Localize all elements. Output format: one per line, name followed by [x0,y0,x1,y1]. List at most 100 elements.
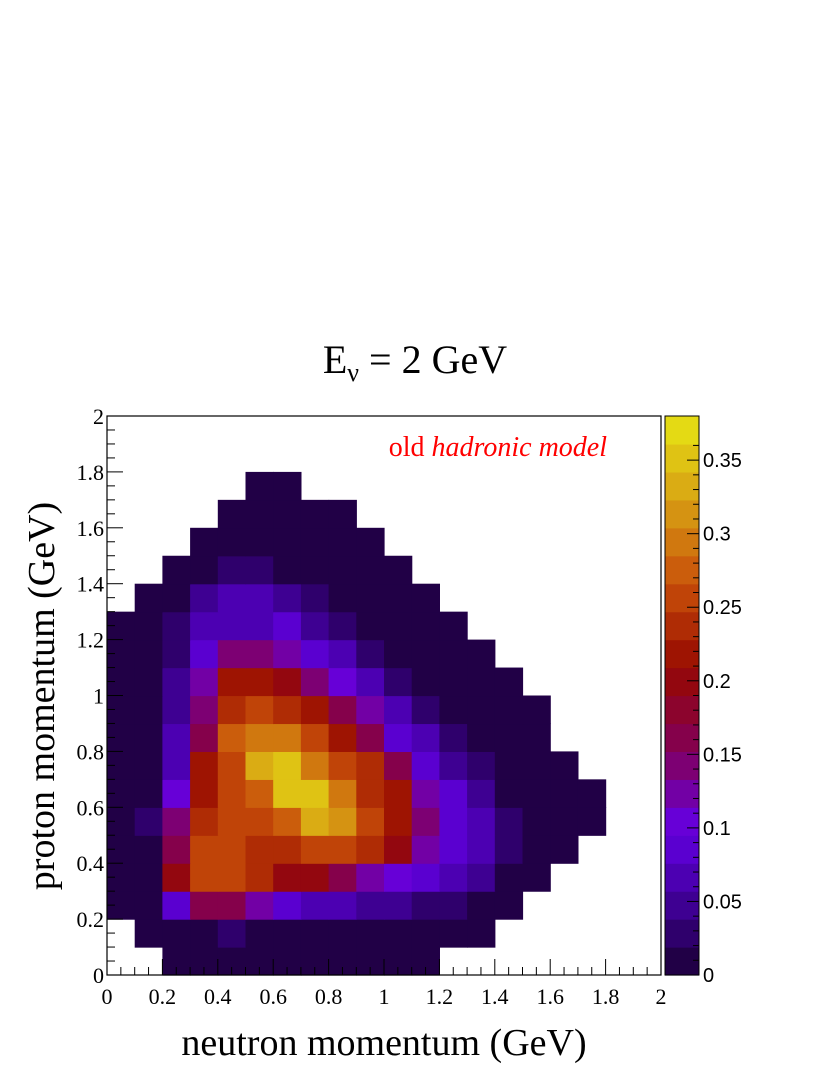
heatmap-bin [494,751,524,780]
heatmap-bin [217,611,247,641]
heatmap-bin [245,779,274,808]
heatmap-bin [245,471,274,501]
x-tick-label: 0.4 [204,984,232,1009]
colorbar-segment [665,527,699,557]
heatmap-bin [300,639,330,669]
heatmap-bin [328,667,357,697]
heatmap-bin [384,611,413,641]
colorbar-segment [665,751,699,780]
heatmap-bin [328,555,357,585]
heatmap-bin [550,779,579,808]
heatmap-bin [522,779,551,808]
colorbar-tick-label: 0.05 [703,891,742,913]
heatmap-bin [245,695,274,725]
heatmap-bin [356,667,385,697]
colorbar-segment [665,863,699,892]
heatmap-bin [356,639,385,669]
heatmap-bin [273,919,302,948]
heatmap-bin [245,667,274,697]
y-axis-title: proton momentum (GeV) [21,502,63,890]
x-tick-label: 0.8 [315,984,343,1009]
heatmap-bin [439,807,468,836]
colorbar-tick-label: 0.1 [703,818,731,840]
heatmap-bin [494,695,524,725]
heatmap-bin [245,807,274,836]
heatmap-bin [384,723,413,752]
heatmap-bin [328,863,357,892]
heatmap-bin [300,863,330,892]
heatmap-bin [190,639,219,669]
heatmap-bin [328,751,357,780]
heatmap-bin [550,807,579,836]
heatmap-bin [300,667,330,697]
heatmap-bin [439,695,468,725]
heatmap-bin [245,611,274,641]
heatmap-bin [439,639,468,669]
heatmap-bin [494,891,524,920]
heatmap-bin [328,891,357,920]
heatmap-bin [134,835,163,864]
heatmap-bin [134,807,163,836]
heatmap-bin [134,779,163,808]
heatmap-bin [217,891,247,920]
heatmap-bin [245,751,274,780]
heatmap-bin [134,723,163,752]
heatmap-bin [467,807,496,836]
heatmap-bin [134,919,163,948]
heatmap-bin [550,751,579,780]
chart-title: Eν = 2 GeV [0,336,830,388]
heatmap-bin [162,779,191,808]
heatmap-bin [217,583,247,613]
heatmap-bin [162,555,191,585]
x-tick-label: 0.6 [259,984,287,1009]
heatmap-bin [494,667,524,697]
heatmap-bin [162,667,191,697]
heatmap-bin [356,611,385,641]
heatmap-bin [467,751,496,780]
heatmap-bin [411,723,440,752]
colorbar-segment [665,807,699,836]
heatmap-bin [190,863,219,892]
heatmap-bin [217,527,247,557]
heatmap-bin [273,723,302,752]
heatmap-bin [245,527,274,557]
colorbar-segment [665,471,699,501]
heatmap-bin [300,751,330,780]
colorbar-segment [665,555,699,585]
heatmap-bin [356,891,385,920]
heatmap-bin [384,667,413,697]
heatmap-bin [356,807,385,836]
heatmap-bin [384,555,413,585]
heatmap-bin [328,835,357,864]
heatmap-bin [356,835,385,864]
x-tick-labels: 0 0.2 0.4 0.6 0.8 1 1.2 1.4 1.6 1.8 2 [102,984,667,1009]
heatmap-bin [134,639,163,669]
heatmap-bin [245,499,274,529]
heatmap-bin [467,863,496,892]
heatmap-bin [245,639,274,669]
heatmap-bin [217,499,247,529]
heatmap-bin [439,835,468,864]
heatmap-bin [273,667,302,697]
heatmap-bin [134,611,163,641]
heatmap-bin [190,919,219,948]
heatmap-bin [384,891,413,920]
heatmap-bin [162,751,191,780]
heatmap-bin [494,723,524,752]
heatmap-bin [300,555,330,585]
heatmap-bin [300,611,330,641]
heatmap-bin [162,695,191,725]
x-tick-label: 1.8 [592,984,620,1009]
heatmap-bin [190,667,219,697]
colorbar-tick-label: 0 [703,965,714,987]
heatmap-bin [134,863,163,892]
heatmap-bin [300,499,330,529]
heatmap-bin [467,723,496,752]
y-tick-label: 1.2 [77,628,105,653]
heatmap-bin [273,527,302,557]
heatmap-bin [384,751,413,780]
heatmap-bin [328,919,357,948]
heatmap-bin [356,779,385,808]
colorbar-segment [665,416,699,445]
